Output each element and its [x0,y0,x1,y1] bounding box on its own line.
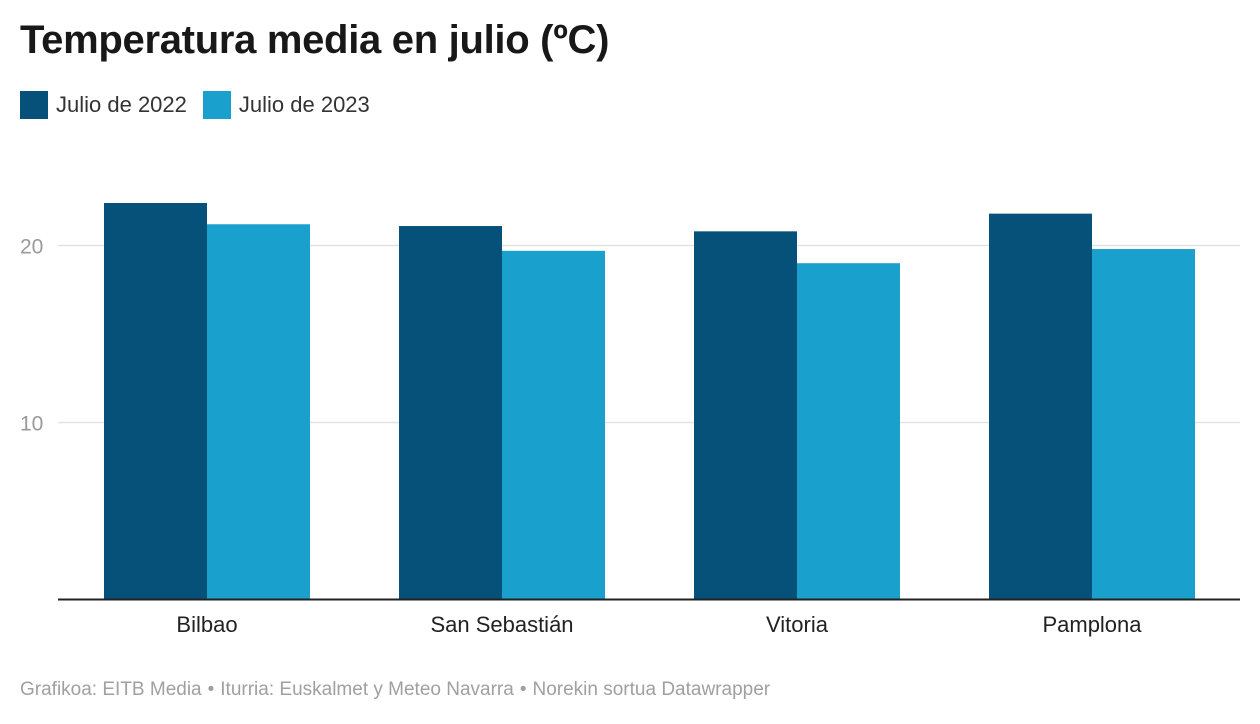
bar [104,203,207,600]
y-tick-label: 20 [20,236,43,259]
legend-swatch-2023 [202,91,231,119]
chart-title: Temperatura media en julio (ºC) [20,18,610,62]
bar [1092,249,1195,600]
legend-label-2022: Julio de 2022 [56,92,187,117]
legend-label-2023: Julio de 2023 [238,92,370,117]
bar [399,226,502,600]
footer-tool-credit: Norekin sortua Datawrapper [532,679,771,700]
footer-source: Iturria: Euskalmet y Meteo Navarra [220,679,514,700]
footer-graphic-credit: Grafikoa: EITB Media [20,679,202,700]
x-tick-label: Bilbao [176,612,237,637]
bar [694,231,797,600]
bar [989,213,1092,600]
x-tick-label: San Sebastián [430,612,573,637]
bar [502,250,605,600]
legend-item-2023: Julio de 2023 [202,91,370,119]
legend-item-2022: Julio de 2022 [20,91,187,119]
footer-separator: • [519,679,527,700]
x-tick-label: Pamplona [1042,612,1142,637]
bar [207,224,310,600]
chart-legend: Julio de 2022 Julio de 2023 [20,91,386,119]
footer-separator: • [207,679,215,700]
bar [797,263,900,600]
chart-footer: Grafikoa: EITB Media • Iturria: Euskalmet … [20,679,770,701]
legend-swatch-2022 [20,91,48,119]
y-tick-label: 10 [20,413,43,436]
x-tick-label: Vitoria [766,612,829,637]
